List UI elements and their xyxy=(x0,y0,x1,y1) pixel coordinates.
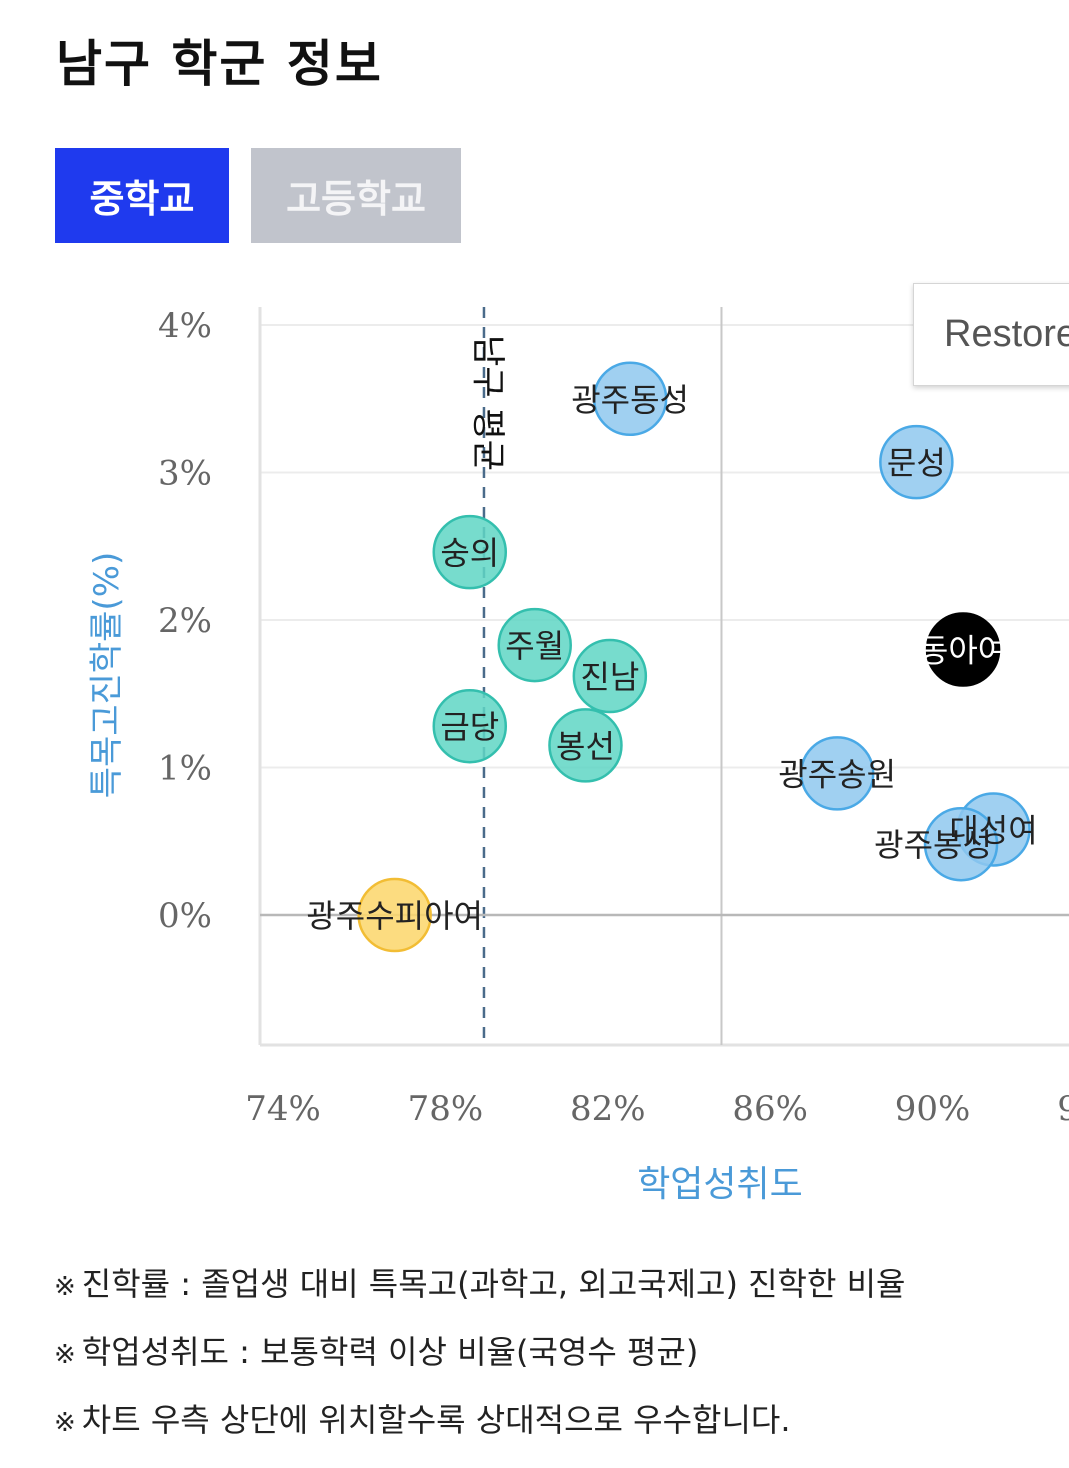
tab-high-school[interactable]: 고등학교 xyxy=(251,148,461,243)
school-point xyxy=(572,638,648,714)
school-point-label: 봉선 xyxy=(556,727,615,765)
school-point xyxy=(432,688,508,764)
y-tick-label: 3% xyxy=(158,454,212,494)
school-point xyxy=(497,607,572,683)
y-tick-label: 0% xyxy=(158,896,212,936)
school-point-label: 광주봉성 xyxy=(874,826,992,864)
average-line-label: 남구 평균 xyxy=(467,335,507,471)
note-item: ※ 학업성취도 : 보통학력 이상 비율(국영수 평균) xyxy=(54,1333,699,1371)
school-point xyxy=(357,877,432,953)
x-tick-label: 78% xyxy=(408,1089,484,1129)
school-point-label: 금당 xyxy=(440,708,499,746)
school-point xyxy=(923,806,999,882)
school-point xyxy=(925,612,1001,687)
school-point-label: 동아여 xyxy=(919,632,1007,670)
school-point xyxy=(879,424,954,500)
note-mark: ※ xyxy=(54,1340,76,1370)
school-point-label: 문성 xyxy=(887,444,946,482)
school-point-label: 진남 xyxy=(580,658,639,696)
y-axis-title: 특목고진학률(%) xyxy=(87,552,127,799)
y-tick-label: 1% xyxy=(158,749,212,789)
school-point-label: 광주동성 xyxy=(571,381,689,419)
note-mark: ※ xyxy=(54,1408,76,1438)
school-point xyxy=(799,736,875,811)
note-mark: ※ xyxy=(54,1272,76,1302)
school-point xyxy=(432,514,508,590)
restore-button[interactable]: Restore xyxy=(913,283,1069,386)
tab-middle-school[interactable]: 중학교 xyxy=(55,148,229,243)
x-tick-label: 90% xyxy=(895,1089,971,1129)
school-point xyxy=(548,708,623,783)
chart-notes: ※ 진학률 : 졸업생 대비 특목고(과학고, 외고국제고) 진학한 비율 ※ 학업… xyxy=(54,1258,1064,1462)
school-point-label: 숭의 xyxy=(440,534,499,572)
school-level-tabs: 중학교 고등학교 xyxy=(55,148,461,243)
y-tick-label: 4% xyxy=(158,306,212,346)
x-axis-title: 학업성취도 xyxy=(637,1164,803,1205)
school-point xyxy=(592,361,668,436)
school-point-label: 광주송원 xyxy=(778,755,896,793)
school-point-label: 주월 xyxy=(505,627,564,665)
school-point-label: 대성여 xyxy=(949,811,1037,849)
x-tick-label: 94% xyxy=(1057,1089,1069,1129)
school-point-label: 광주수피아여 xyxy=(306,897,483,935)
scatter-chart: 남구 평균 0% 1% 2% 3% 4% 74% 78% 82% 86% 90% 94% 학업성취도 특목… xyxy=(87,306,1069,1205)
page-title: 남구 학군 정보 xyxy=(56,35,383,93)
x-tick-label: 86% xyxy=(732,1089,808,1129)
note-item: ※ 진학률 : 졸업생 대비 특목고(과학고, 외고국제고) 진학한 비율 xyxy=(54,1265,906,1303)
x-tick-label: 82% xyxy=(570,1089,646,1129)
y-tick-label: 2% xyxy=(158,601,212,641)
note-item: ※ 차트 우측 상단에 위치할수록 상대적으로 우수합니다. xyxy=(54,1401,791,1439)
x-tick-label: 74% xyxy=(245,1089,321,1129)
